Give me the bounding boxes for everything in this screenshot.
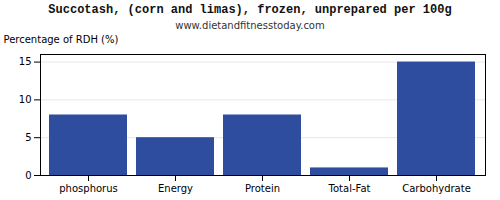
html-text:Succotash, (corn and limas), f: Succotash, (corn and limas), frozen, unp… [48, 3, 452, 17]
svg-text:15: 15 [19, 56, 32, 67]
svg-text:Total-Fat: Total-Fat [328, 183, 371, 194]
svg-text:Percentage of RDH (%): Percentage of RDH (%) [4, 34, 119, 45]
svg-text:10: 10 [19, 94, 32, 105]
svg-text:Carbohydrate: Carbohydrate [402, 183, 471, 194]
svg-text:phosphorus: phosphorus [59, 183, 117, 194]
html-text:www.dietandfitnesstoday.com: www.dietandfitnesstoday.com [175, 20, 325, 31]
svg-text:Protein: Protein [245, 183, 280, 194]
svg-text:0: 0 [25, 170, 31, 181]
svg-text:5: 5 [25, 132, 31, 143]
svg-text:Energy: Energy [158, 183, 193, 194]
